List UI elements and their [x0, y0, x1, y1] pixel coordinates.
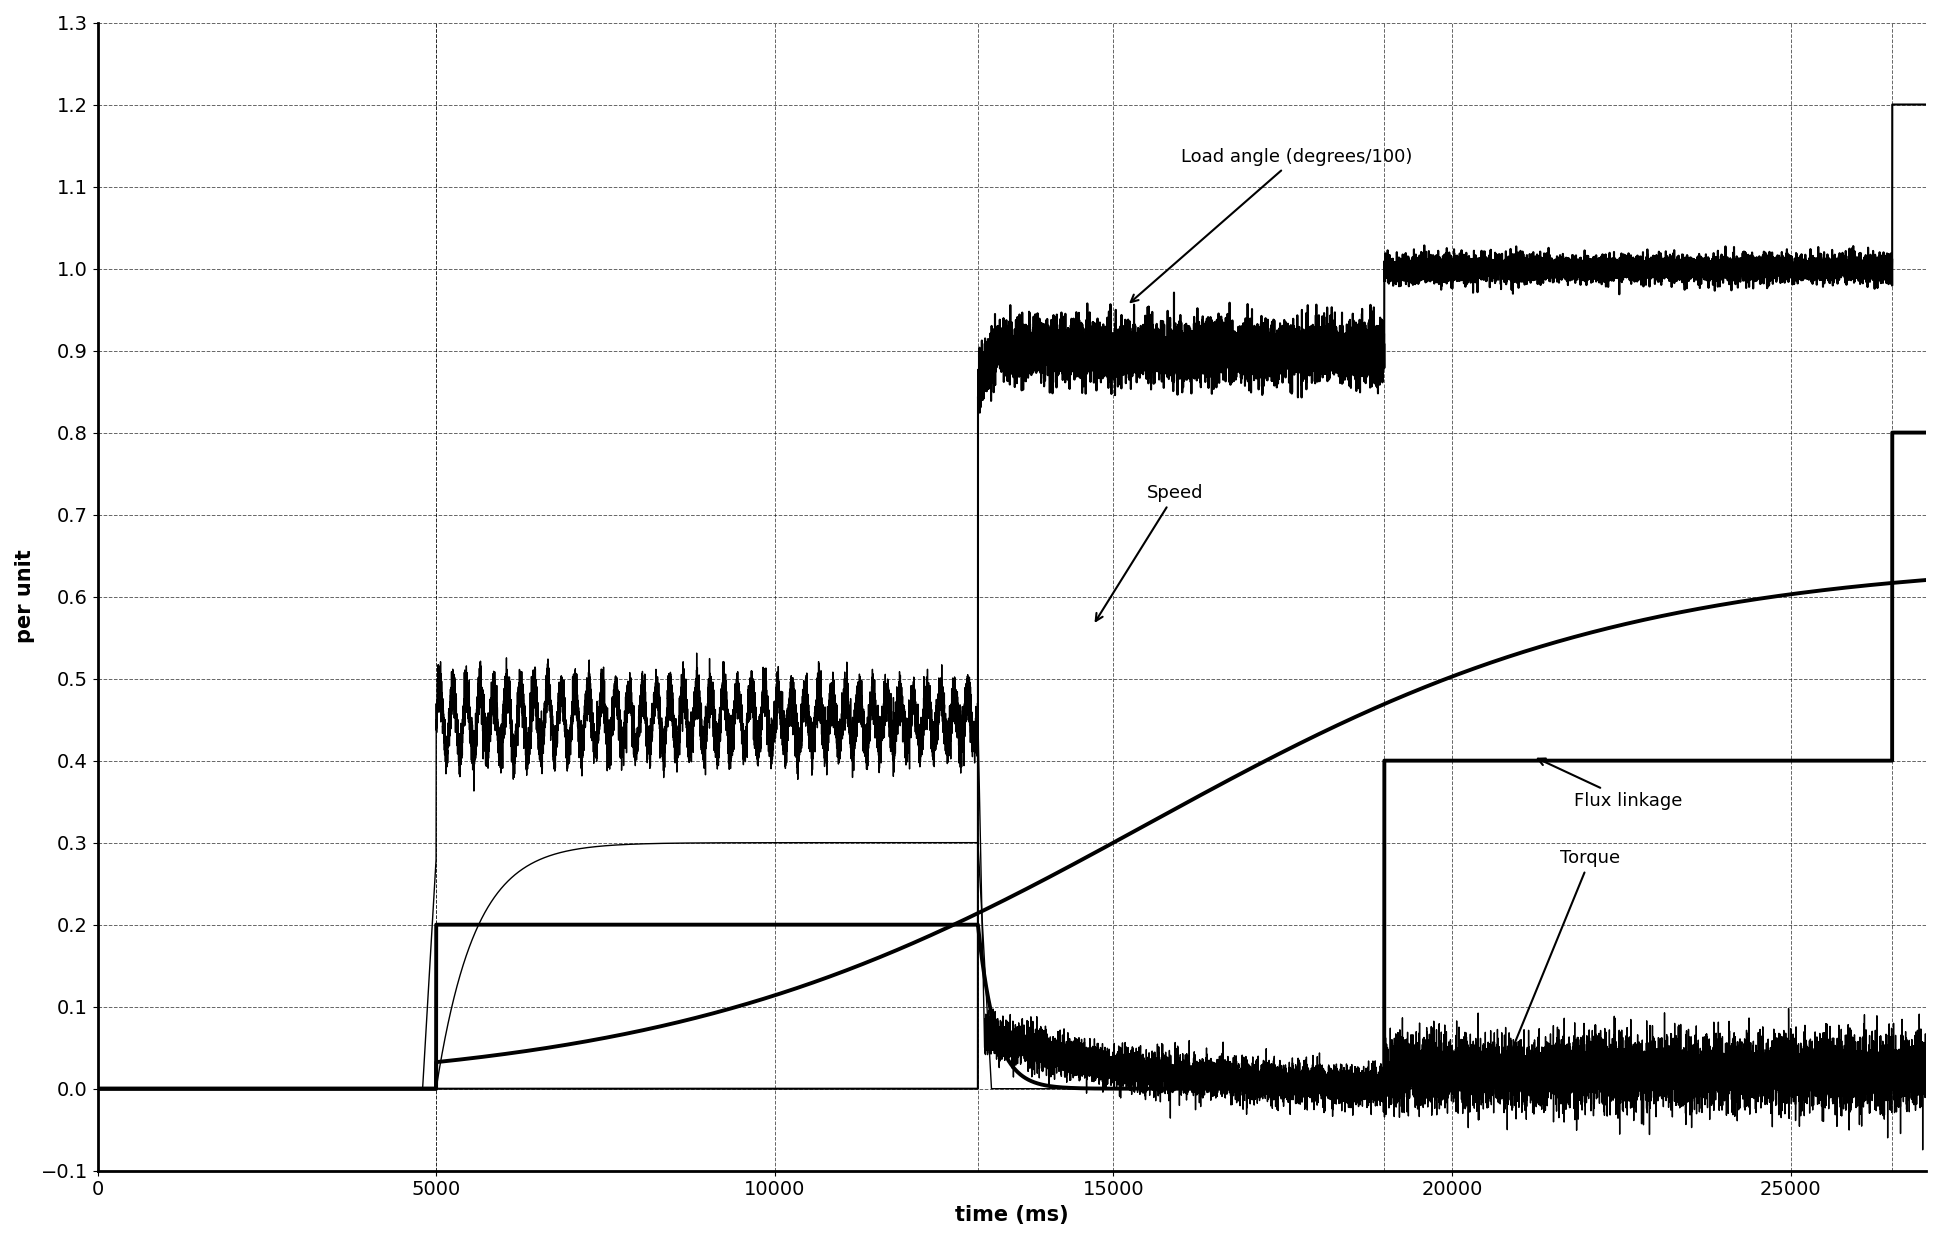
Text: Torque: Torque	[1508, 849, 1621, 1059]
X-axis label: time (ms): time (ms)	[955, 1205, 1069, 1225]
Text: Load angle (degrees/100): Load angle (degrees/100)	[1132, 148, 1413, 303]
Text: Speed: Speed	[1097, 484, 1203, 621]
Y-axis label: per unit: per unit	[16, 549, 35, 644]
Text: Flux linkage: Flux linkage	[1537, 759, 1683, 810]
